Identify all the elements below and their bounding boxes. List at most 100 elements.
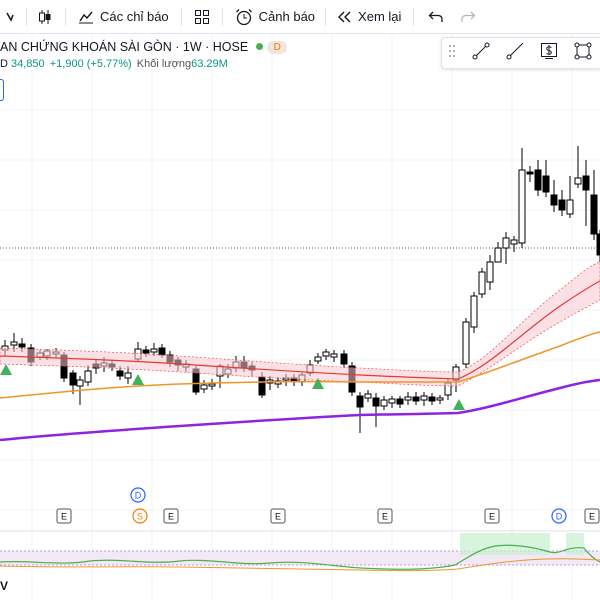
candle-body [124, 372, 132, 379]
candle-body [322, 351, 330, 357]
indicators-button[interactable]: Các chỉ báo [78, 9, 169, 25]
toolbar-divider [26, 7, 27, 26]
dividend-event-icon [551, 508, 567, 524]
toolbar-divider [325, 7, 327, 26]
candle-body [566, 199, 574, 215]
event-label: E [382, 512, 388, 522]
drawing-toolbar [441, 37, 600, 69]
candle-body [518, 169, 526, 244]
candle-body [542, 175, 550, 193]
volume-label: Khối lượng [136, 58, 192, 70]
candle-body [582, 175, 590, 191]
candle-body [388, 398, 396, 404]
rsi-overbought-zone [566, 533, 584, 555]
rsi-signal-line [0, 558, 600, 572]
event-label: E [589, 512, 595, 522]
buy-signal-marker [453, 399, 465, 410]
event-label: D [556, 512, 563, 522]
data-badge: D [267, 41, 288, 54]
candle-body [574, 177, 582, 185]
candle-body [478, 271, 486, 295]
candle-body [208, 383, 216, 387]
candle-body [314, 356, 322, 362]
rewind-icon [336, 10, 352, 24]
ema-slow-line [0, 378, 600, 442]
price-label-icon[interactable] [540, 42, 558, 65]
toolbar-divider [180, 7, 182, 26]
candle-body [462, 321, 470, 365]
undo-button[interactable] [428, 10, 444, 24]
candle-body [69, 372, 77, 386]
toolbar-divider [413, 7, 415, 26]
candle-body [590, 194, 598, 235]
earnings-event-icon [163, 508, 179, 524]
price-legend: D 34,850 +1,900 (+5.77%) Khối lượng63.29… [0, 58, 228, 70]
candle-body [502, 237, 510, 249]
candle-body [396, 398, 404, 405]
candle-body [158, 347, 166, 356]
chevron-down-icon[interactable] [6, 11, 14, 23]
layout-grid-button[interactable] [194, 9, 210, 25]
ema-mid-line [0, 331, 600, 399]
earnings-event-icon [377, 508, 393, 524]
candle-body [404, 396, 412, 401]
replay-button[interactable]: Xem lại [336, 9, 401, 24]
candle-body [200, 384, 208, 390]
volume-value: 63.29M [191, 58, 228, 70]
candle-body [486, 261, 494, 283]
indicators-label: Các chỉ báo [100, 9, 169, 24]
candle-body [596, 233, 600, 256]
pane-label: V [0, 579, 9, 593]
symbol-legend: AN CHỨNG KHOÁN SÀI GÒN · 1W · HOSE D [0, 40, 288, 54]
candle-body [76, 379, 84, 387]
event-label: S [137, 512, 143, 522]
candle-body [356, 395, 364, 408]
candle-body [534, 169, 542, 191]
rectangle-icon[interactable] [574, 42, 592, 65]
candle-body [510, 239, 518, 245]
price-prefix: D [0, 58, 8, 70]
event-label: E [168, 512, 174, 522]
candle-body [340, 353, 348, 365]
candle-style-button[interactable] [37, 9, 53, 25]
close-value: 34,850 [11, 58, 45, 70]
event-label: E [489, 512, 495, 522]
drag-handle-icon[interactable] [448, 44, 456, 63]
redo-button[interactable] [460, 10, 476, 24]
event-label: D [135, 491, 142, 501]
top-toolbar: Các chỉ báo Cảnh báo Xem lại [0, 0, 600, 34]
event-label: E [275, 512, 281, 522]
split-event-icon [132, 508, 148, 524]
earnings-event-icon [584, 508, 600, 524]
legend-collapse-tab[interactable] [0, 79, 4, 101]
replay-label: Xem lại [358, 9, 402, 24]
candle-body [372, 397, 380, 407]
trend-line-icon[interactable] [472, 42, 490, 65]
candle-body [364, 393, 372, 399]
buy-signal-marker [312, 378, 324, 389]
candle-body [116, 370, 124, 377]
candle-body [436, 397, 444, 401]
ray-line-icon[interactable] [506, 42, 524, 65]
candle-body [526, 171, 534, 175]
undo-icon [428, 10, 444, 24]
buy-signal-marker [0, 364, 12, 375]
alarm-clock-icon [235, 8, 253, 26]
candle-body [550, 194, 558, 206]
price-chart[interactable]: E S D E E E E D E [0, 34, 600, 600]
candle-body [380, 399, 388, 407]
buy-signal-marker [132, 374, 144, 385]
ema-band [0, 261, 600, 387]
candle-body [10, 341, 18, 346]
symbol-title[interactable]: AN CHỨNG KHOÁN SÀI GÒN · 1W · HOSE [0, 40, 249, 54]
candle-body [330, 353, 338, 358]
redo-icon [460, 10, 476, 24]
grid-icon [194, 9, 210, 25]
indicators-icon [78, 9, 94, 25]
candle-body [494, 247, 502, 263]
alerts-button[interactable]: Cảnh báo [235, 8, 315, 26]
toolbar-divider [65, 7, 66, 26]
candle-body [558, 199, 566, 211]
earnings-event-icon [484, 508, 500, 524]
candle-body [428, 396, 436, 402]
